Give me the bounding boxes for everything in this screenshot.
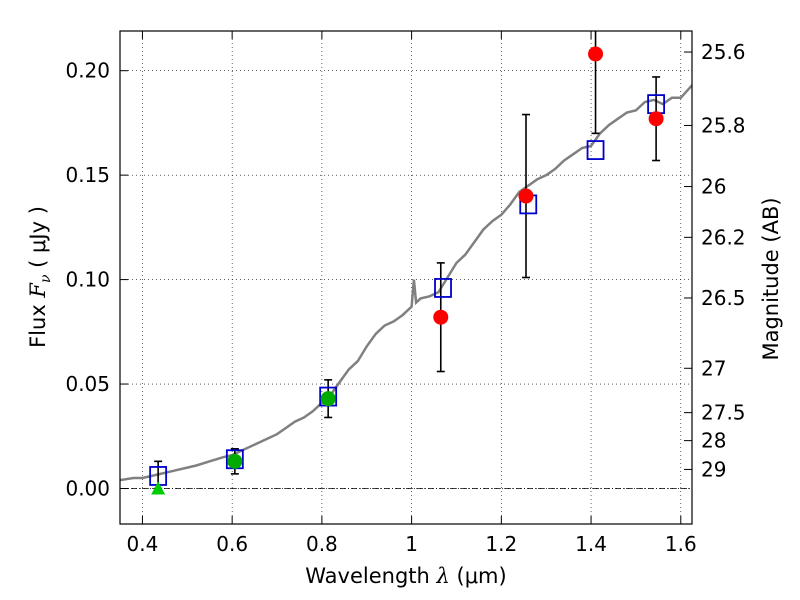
y-axis-label: Flux Fν ( μJy )	[26, 206, 54, 348]
x-tick-label: 1.6	[665, 532, 697, 556]
x-tick-label: 0.8	[306, 532, 338, 556]
x-tick-label: 0.6	[216, 532, 248, 556]
x-axis-label: Wavelength λ (μm)	[305, 564, 506, 588]
mag-tick-label: 25.8	[701, 113, 746, 137]
nir-detection-point	[433, 309, 449, 325]
y-tick-label: 0.00	[65, 476, 110, 500]
nir-detection-point	[518, 188, 534, 204]
optical-detection-point	[227, 453, 243, 469]
grid-lines	[120, 31, 692, 524]
mag-tick-label: 27.5	[701, 401, 746, 425]
magnitude-axis-label: Magnitude (AB)	[759, 197, 783, 360]
y-tick-label: 0.10	[65, 268, 110, 292]
y-tick-label: 0.15	[65, 163, 110, 187]
plot-frame	[119, 30, 693, 525]
nir-detection-point	[648, 111, 664, 127]
y-tick-label: 0.05	[65, 372, 110, 396]
mag-tick-label: 27	[701, 356, 726, 380]
x-tick-label: 0.4	[127, 532, 159, 556]
x-tick-label: 1.2	[485, 532, 517, 556]
nir-detection-point	[588, 46, 604, 62]
model-photometry-square	[434, 278, 452, 298]
y-tick-label: 0.20	[65, 59, 110, 83]
mag-tick-label: 26	[701, 175, 726, 199]
model-photometry-square	[586, 140, 605, 160]
x-tick-label: 1	[405, 532, 418, 556]
axes: 0.4 0.6 0.8 1 1.2 1.4 1.6 0.00 0.05 0.10 0.15 0.20 2…	[65, 31, 746, 556]
mag-tick-label: 26.2	[701, 225, 746, 249]
mag-tick-label: 29	[701, 457, 726, 481]
x-tick-label: 1.4	[575, 532, 607, 556]
mag-tick-label: 26.5	[701, 286, 746, 310]
model-spectrum-line	[120, 84, 692, 482]
upper-limit-triangle	[151, 481, 166, 495]
plot-area	[120, 31, 692, 495]
mag-tick-label: 28	[701, 429, 726, 453]
optical-detection-point	[320, 391, 336, 407]
mag-tick-label: 25.6	[701, 40, 746, 64]
